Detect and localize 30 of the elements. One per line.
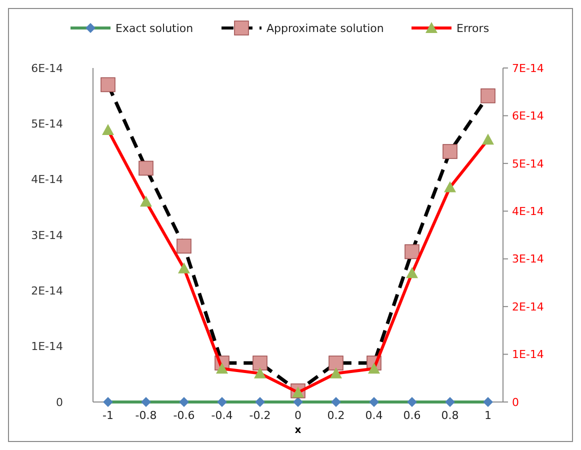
- y-tick-label: 4E-14: [31, 173, 63, 186]
- x-tick-label: 0.2: [327, 409, 345, 422]
- y2-tick-label: 4E-14: [512, 204, 544, 218]
- legend-label: Approximate solution: [266, 22, 384, 35]
- y-tick-label: 2E-14: [31, 284, 63, 298]
- x-tick-label: -0.8: [135, 409, 157, 422]
- x-tick-label: 1: [484, 409, 492, 422]
- y-tick-label: 5E-14: [31, 118, 63, 131]
- x-tick-label: -0.6: [173, 409, 195, 422]
- y-tick-label: 3E-14: [31, 228, 63, 242]
- y2-tick-label: 5E-14: [512, 157, 544, 170]
- y2-tick-label: 3E-14: [512, 252, 544, 266]
- y2-tick-label: 7E-14: [512, 62, 544, 75]
- legend-label: Exact solution: [116, 22, 194, 35]
- legend-label: Errors: [456, 22, 490, 35]
- y-tick-label: 1E-14: [31, 340, 63, 354]
- y2-tick-label: 1E-14: [512, 348, 544, 362]
- y-tick-label: 0: [56, 396, 63, 409]
- y2-tick-label: 6E-14: [512, 110, 544, 123]
- x-tick-label: 0.8: [441, 409, 459, 422]
- x-tick-label: 0: [294, 409, 302, 422]
- x-tick-label: -0.4: [211, 409, 233, 422]
- y-tick-label: 6E-14: [31, 62, 63, 75]
- x-tick-label: 0.4: [365, 409, 383, 422]
- x-tick-label: -0.2: [249, 409, 271, 422]
- y2-tick-label: 0: [512, 396, 519, 409]
- x-tick-label: 0.6: [403, 409, 421, 422]
- y2-tick-label: 2E-14: [512, 300, 544, 314]
- x-axis-title: x: [294, 425, 302, 436]
- x-tick-label: -1: [102, 409, 114, 422]
